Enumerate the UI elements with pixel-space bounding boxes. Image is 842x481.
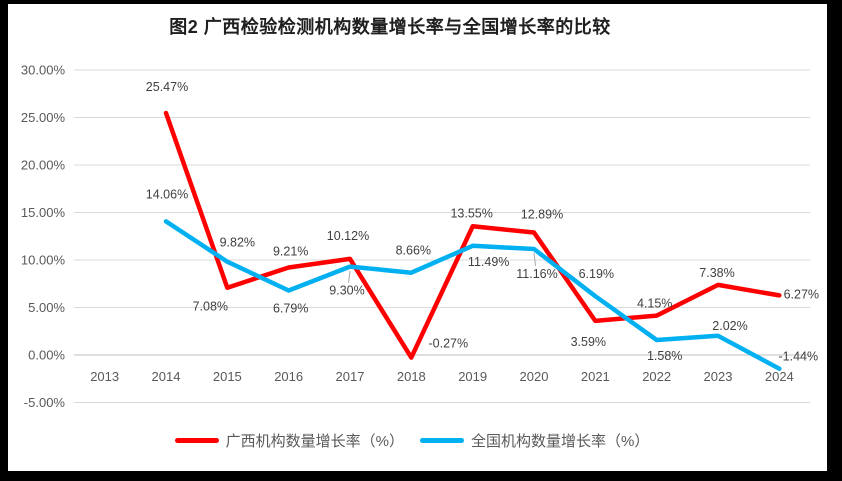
x-axis-year-label: 2019 (458, 369, 487, 384)
y-axis-tick-label: 0.00% (28, 348, 65, 363)
x-axis-year-label: 2021 (581, 369, 610, 384)
data-label-national: -1.44% (779, 350, 819, 364)
x-axis-year-label: 2023 (704, 369, 733, 384)
data-label-guangxi: 4.15% (637, 297, 672, 311)
data-label-national: 11.49% (468, 255, 509, 269)
legend-line-swatch-guangxi (174, 438, 219, 443)
data-label-national: 6.19% (579, 267, 614, 281)
data-label-national: 2.02% (712, 319, 747, 333)
y-axis-tick-label: -5.00% (24, 395, 66, 410)
y-axis-tick-label: 20.00% (21, 158, 66, 173)
chart-background (8, 4, 827, 471)
y-axis-tick-label: 5.00% (28, 300, 65, 315)
data-label-guangxi: 12.89% (521, 208, 563, 222)
series-line-national (163, 219, 782, 371)
label-leader-line (348, 270, 351, 283)
x-axis-year-label: 2013 (90, 369, 119, 384)
data-label-guangxi: -0.27% (429, 337, 469, 351)
data-label-guangxi: 25.47% (146, 80, 188, 94)
y-axis-tick-label: 15.00% (21, 205, 66, 220)
x-axis-year-label: 2024 (765, 369, 794, 384)
y-axis-tick-label: 25.00% (21, 110, 66, 125)
data-label-guangxi: 10.12% (327, 229, 369, 243)
x-axis-year-label: 2014 (152, 369, 181, 384)
data-label-national: 8.66% (396, 244, 431, 258)
data-label-guangxi: 9.21% (273, 245, 308, 259)
x-axis-year-label: 2017 (336, 369, 365, 384)
label-leader-line (533, 252, 536, 267)
legend-item-national: 全国机构数量增长率（%） (420, 430, 649, 451)
legend-label-guangxi: 广西机构数量增长率（%） (225, 433, 404, 450)
legend: 广西机构数量增长率（%） 全国机构数量增长率（%） (0, 430, 824, 451)
data-label-national: 9.82% (220, 236, 255, 250)
data-label-national: 1.58% (647, 349, 682, 363)
data-label-national: 9.30% (329, 284, 364, 298)
x-axis-year-label: 2022 (642, 369, 671, 384)
legend-item-guangxi: 广西机构数量增长率（%） (174, 430, 404, 451)
data-label-guangxi: 6.27% (784, 287, 819, 301)
x-axis-year-label: 2016 (274, 369, 303, 384)
data-label-guangxi: 7.38% (699, 266, 734, 280)
legend-line-swatch-national (420, 438, 464, 443)
data-label-guangxi: 7.08% (193, 300, 228, 314)
x-axis-year-label: 2018 (397, 369, 426, 384)
data-label-guangxi: 13.55% (450, 206, 492, 220)
legend-label-national: 全国机构数量增长率（%） (471, 433, 650, 450)
y-axis-tick-label: 30.00% (21, 63, 66, 78)
x-axis-year-label: 2015 (213, 369, 242, 384)
data-label-guangxi: 3.59% (571, 335, 606, 349)
series-line-guangxi (163, 110, 782, 360)
y-axis-tick-label: 10.00% (21, 253, 66, 268)
data-label-national: 14.06% (146, 187, 188, 201)
x-axis-year-label: 2020 (520, 369, 549, 384)
data-label-national: 11.16% (516, 267, 557, 281)
data-label-national: 6.79% (273, 301, 308, 315)
chart-title: 图2 广西检验检测机构数量增长率与全国增长率的比较 (169, 17, 611, 37)
